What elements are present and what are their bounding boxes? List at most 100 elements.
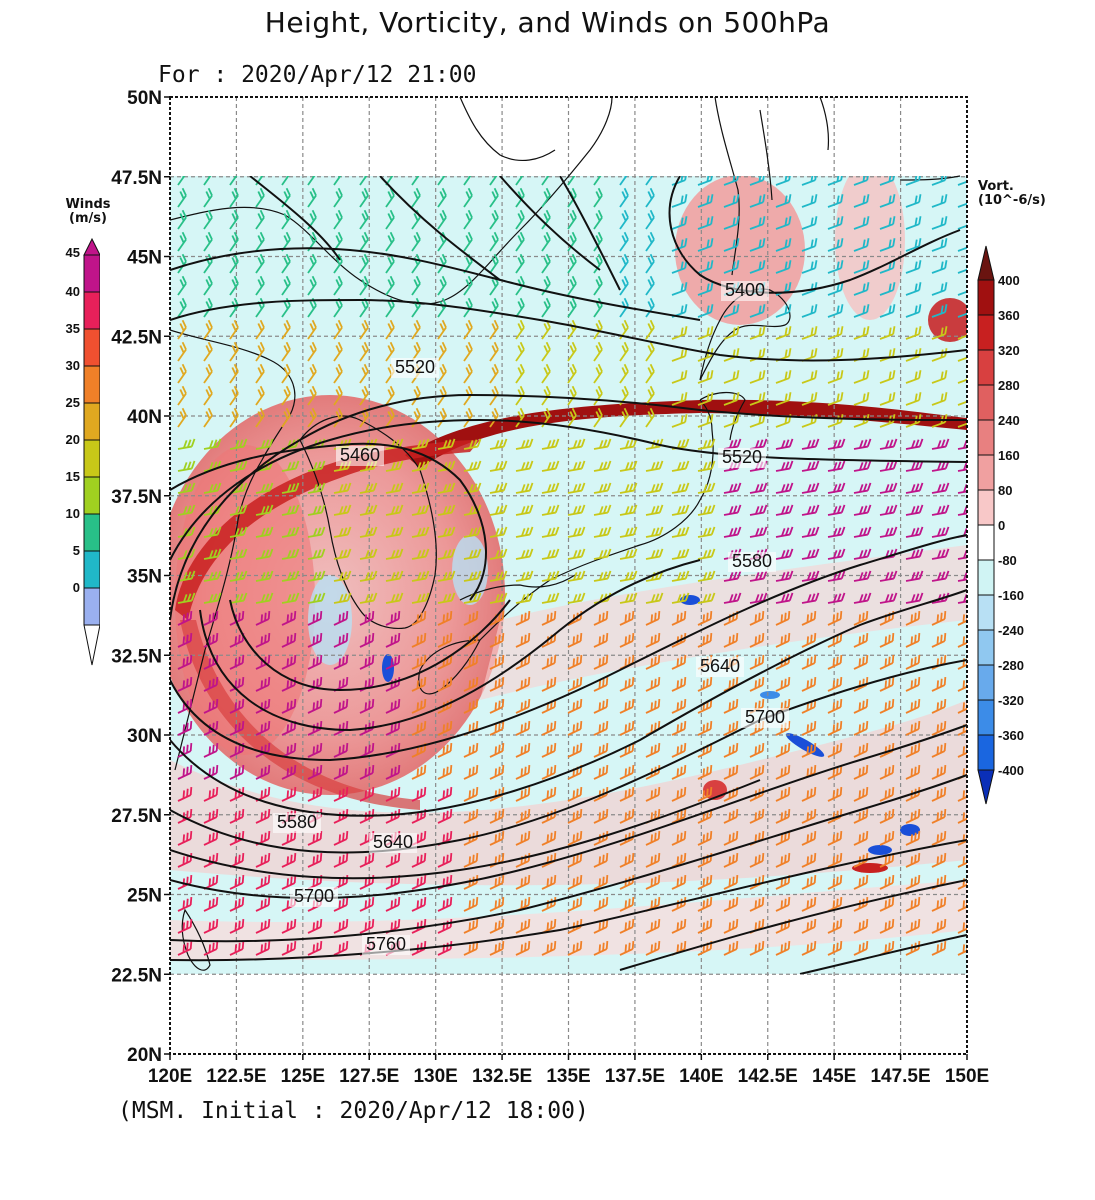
vort-bar-tick: 240: [998, 413, 1020, 428]
wind-barb: [879, 194, 896, 208]
wind-barb: [567, 482, 586, 494]
wind-barb: [905, 282, 922, 296]
wind-barb: [567, 231, 577, 252]
wind-barb: [723, 504, 742, 516]
wind-barb: [645, 676, 661, 692]
wind-barb: [437, 319, 447, 340]
wind-barb: [957, 572, 967, 582]
wind-barb: [203, 632, 219, 648]
wind-barb: [853, 282, 870, 296]
wind-barb: [307, 275, 317, 296]
wind-barb: [775, 482, 794, 494]
wind-barb: [515, 786, 531, 802]
wind-barb: [385, 504, 404, 516]
wind-barb: [775, 632, 791, 648]
wind-barb: [359, 698, 375, 714]
contour-label: 5580: [732, 551, 772, 571]
wind-barb: [853, 326, 870, 340]
wind-barb: [931, 438, 950, 450]
wind-barb: [593, 319, 603, 340]
wind-barb: [333, 504, 352, 516]
wind-barb: [775, 764, 791, 780]
wind-barb: [203, 319, 213, 340]
wind-barb: [905, 570, 924, 582]
wind-barb: [645, 610, 661, 626]
wind-barb: [723, 896, 739, 912]
wind-barb: [515, 610, 531, 626]
wind-barb: [489, 548, 508, 560]
wind-barb: [697, 238, 714, 252]
wind-barb: [645, 319, 655, 340]
wind-barb: [593, 786, 609, 802]
wind-barb: [853, 654, 869, 670]
wind-barb: [333, 275, 343, 296]
wind-barb: [281, 570, 300, 582]
wind-barb: [229, 407, 239, 428]
wind-barb: [411, 698, 427, 714]
wind-barb: [619, 720, 635, 736]
wind-barb: [567, 297, 577, 318]
wind-barb: [359, 187, 369, 208]
wind-barb: [671, 570, 690, 582]
wind-barb: [827, 504, 846, 516]
wind-barb: [515, 548, 534, 560]
wind-barb: [255, 385, 265, 406]
wind-barb: [489, 504, 508, 516]
wind-barb: [905, 260, 922, 274]
wind-barb: [827, 176, 844, 186]
wind-barb: [281, 319, 291, 340]
wind-barb: [671, 194, 688, 208]
wind-barb: [463, 830, 479, 846]
wind-barb: [879, 438, 898, 450]
wind-barb: [879, 460, 898, 472]
wind-barb: [437, 852, 453, 868]
wind-barb: [411, 504, 430, 516]
wind-barb: [645, 742, 661, 758]
longitude-label: 142.5E: [738, 1066, 798, 1087]
wind-barb: [593, 808, 609, 824]
wind-barb: [515, 482, 534, 494]
wind-barb: [385, 526, 404, 538]
wind-barb: [957, 217, 967, 230]
wind-barb: [281, 209, 291, 230]
wind-barb: [359, 570, 378, 582]
wind-barb: [671, 592, 690, 604]
winds-bar-title-line2: (m/s): [69, 211, 107, 226]
wind-barb: [333, 526, 352, 538]
wind-barb: [437, 592, 456, 604]
wind-barb: [827, 874, 843, 890]
wind-barb: [333, 654, 349, 670]
winds-bar-tick: 10: [66, 506, 80, 521]
wind-barb: [359, 209, 369, 230]
wind-barb: [619, 570, 638, 582]
wind-barb: [775, 808, 791, 824]
wind-barb: [541, 526, 560, 538]
wind-barb: [359, 253, 369, 274]
wind-barb: [541, 570, 560, 582]
wind-barb: [385, 407, 395, 428]
wind-barb: [385, 764, 401, 780]
wind-barb: [411, 786, 427, 802]
wind-barb: [853, 918, 869, 934]
wind-barb: [567, 720, 583, 736]
wind-barb: [723, 216, 740, 230]
wind-barb: [749, 896, 765, 912]
wind-barb: [385, 482, 404, 494]
wind-barb: [671, 742, 687, 758]
wind-barb: [723, 918, 739, 934]
wind-barb: [905, 176, 922, 186]
wind-barb: [437, 341, 447, 362]
wind-barb: [229, 319, 239, 340]
wind-barb: [775, 526, 794, 538]
wind-barb: [593, 460, 612, 472]
wind-barb: [957, 415, 967, 428]
wind-barb: [827, 392, 844, 406]
wind-barb: [931, 176, 948, 186]
wind-barb: [931, 460, 950, 472]
wind-barb: [827, 676, 843, 692]
wind-barb: [879, 482, 898, 494]
wind-barb: [437, 438, 456, 450]
wind-barb: [489, 438, 508, 450]
map-panel: 120E 122.5E 125E 127.5E 130E 132.5E 135E 137.5E…: [111, 88, 989, 1087]
wind-barb: [931, 940, 947, 956]
